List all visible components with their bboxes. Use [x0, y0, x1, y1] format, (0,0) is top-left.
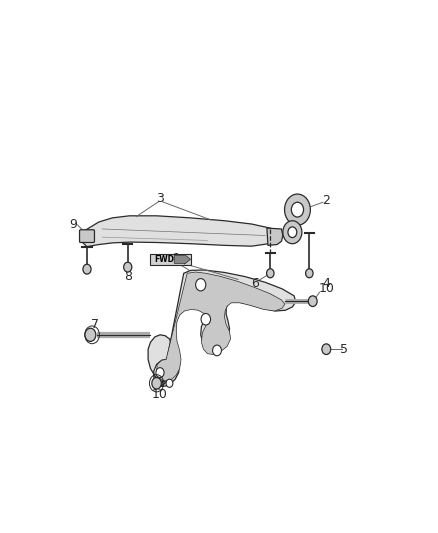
Text: 8: 8 [124, 270, 132, 283]
Text: 5: 5 [340, 343, 348, 356]
Polygon shape [156, 272, 285, 381]
Text: 2: 2 [322, 193, 330, 207]
Circle shape [152, 377, 161, 389]
FancyBboxPatch shape [80, 230, 95, 243]
Text: FWD: FWD [154, 255, 174, 264]
Circle shape [283, 221, 302, 244]
FancyArrow shape [174, 254, 191, 264]
Circle shape [322, 344, 331, 354]
Circle shape [306, 269, 313, 278]
Text: 9: 9 [70, 219, 78, 231]
Circle shape [124, 262, 132, 272]
Circle shape [156, 368, 164, 377]
Text: 4: 4 [322, 277, 330, 289]
Text: 3: 3 [156, 192, 164, 205]
Circle shape [308, 296, 317, 306]
Circle shape [212, 345, 222, 356]
FancyBboxPatch shape [150, 254, 191, 265]
Polygon shape [83, 216, 279, 247]
Circle shape [285, 194, 311, 225]
Text: 7: 7 [91, 318, 99, 331]
Circle shape [85, 328, 96, 342]
Circle shape [201, 313, 211, 325]
Polygon shape [148, 270, 296, 386]
Circle shape [267, 269, 274, 278]
Circle shape [166, 379, 173, 387]
Polygon shape [267, 228, 283, 245]
Text: 1: 1 [173, 253, 181, 265]
Circle shape [288, 227, 297, 238]
Circle shape [196, 279, 206, 291]
Circle shape [83, 264, 91, 274]
Text: 10: 10 [152, 388, 168, 401]
Circle shape [291, 202, 304, 217]
Text: 6: 6 [251, 277, 259, 289]
Text: 10: 10 [318, 282, 334, 295]
